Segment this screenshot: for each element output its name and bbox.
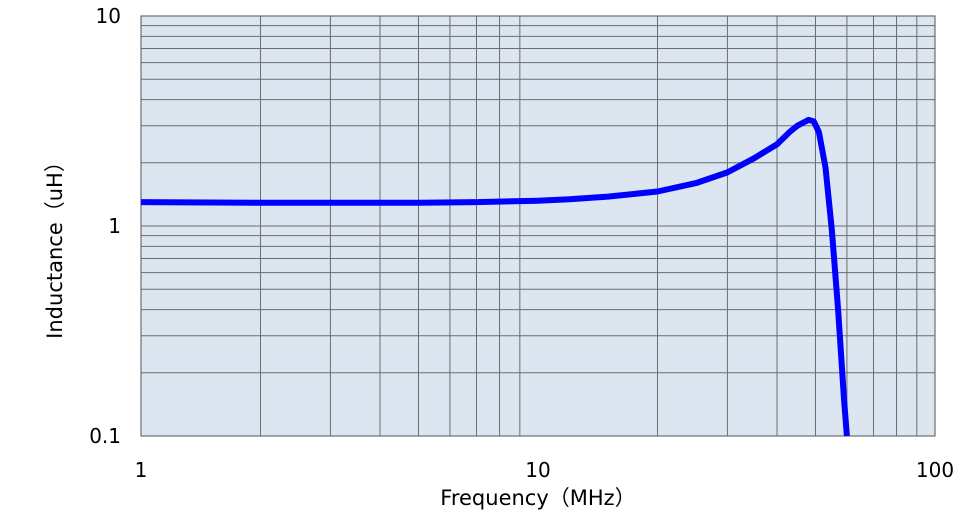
y-tick-labels: 0.1 1 10 xyxy=(89,4,121,448)
plot-frame xyxy=(140,15,936,437)
y-tick-label: 0.1 xyxy=(89,424,121,448)
x-tick-label: 100 xyxy=(916,458,954,482)
y-axis-label: Inductance（uH） xyxy=(43,151,67,339)
x-tick-label: 1 xyxy=(135,458,148,482)
grid-lines xyxy=(141,16,935,437)
x-tick-label: 10 xyxy=(525,458,550,482)
y-tick-label: 1 xyxy=(108,214,121,238)
x-tick-labels: 1 10 100 xyxy=(135,458,954,482)
x-axis-label: Frequency（MHz） xyxy=(440,486,635,510)
inductance-curve xyxy=(140,116,850,437)
y-tick-label: 10 xyxy=(96,4,121,28)
